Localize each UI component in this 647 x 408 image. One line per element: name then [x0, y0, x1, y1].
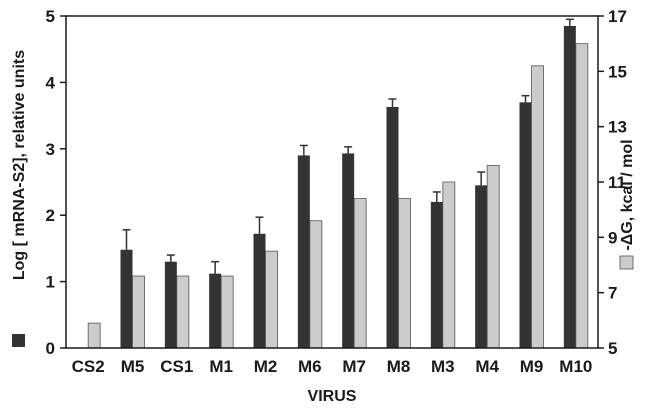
bar-dark-M1: [209, 273, 222, 348]
y-tick-label: 5: [46, 7, 55, 26]
plot-frame: [65, 15, 599, 349]
y-legend-swatch: [12, 334, 25, 347]
x-tick-label-M4: M4: [475, 357, 499, 376]
x-tick-label-M1: M1: [209, 357, 233, 376]
x-tick-label-M5: M5: [121, 357, 145, 376]
y2-tick-label: 17: [608, 7, 627, 26]
axes-layer: [60, 15, 604, 349]
y2-tick-label: 5: [608, 339, 617, 358]
bar-dark-M9: [519, 102, 532, 348]
bar-light-CS1: [176, 275, 190, 349]
bar-light-M2: [265, 250, 278, 349]
bar-dark-CS1: [164, 261, 177, 348]
x-tick-label-M2: M2: [254, 357, 278, 376]
y2-tick-label: 13: [608, 118, 627, 137]
y-tick-label: 4: [46, 73, 56, 92]
bar-light-M1: [220, 275, 234, 349]
bar-dark-M10: [563, 25, 576, 349]
bar-light-M4: [486, 164, 500, 349]
y-tick-label: 3: [46, 140, 55, 159]
bar-light-M8: [398, 198, 411, 349]
bar-light-M9: [531, 65, 544, 349]
x-tick-label-M10: M10: [559, 357, 592, 376]
bar-dark-M8: [386, 106, 399, 348]
y-tick-label: 2: [46, 206, 55, 225]
y-tick-label: 1: [46, 273, 55, 292]
x-tick-label-CS2: CS2: [72, 357, 105, 376]
y2-tick-label: 11: [608, 173, 626, 192]
bar-light-M3: [442, 181, 456, 349]
y2-legend-swatch: [619, 255, 634, 270]
x-tick-label-M6: M6: [298, 357, 322, 376]
bar-dark-M5: [120, 249, 133, 348]
x-tick-label-CS1: CS1: [160, 357, 193, 376]
bars-layer: [87, 18, 589, 349]
bar-dark-M7: [342, 153, 355, 348]
bar-light-M10: [575, 43, 589, 349]
y2-tick-label: 7: [608, 284, 617, 303]
bar-dark-M2: [253, 233, 266, 348]
y2-axis-title: -ΔG, kcal / mol: [619, 139, 636, 250]
bar-dark-M6: [297, 155, 310, 348]
y2-tick-label: 9: [608, 228, 617, 247]
x-tick-label-M8: M8: [387, 357, 411, 376]
bar-light-M5: [132, 275, 145, 349]
labels-layer: VIRUS Log [ mRNA-S2], relative units -ΔG…: [11, 7, 636, 405]
x-tick-label-M3: M3: [431, 357, 455, 376]
x-tick-label-M9: M9: [520, 357, 544, 376]
x-tick-label-M7: M7: [342, 357, 366, 376]
bar-dark-M4: [475, 185, 488, 348]
bar-light-M7: [353, 198, 367, 349]
y2-tick-label: 15: [608, 62, 627, 81]
bar-light-M6: [309, 220, 323, 349]
bar-light-CS2: [87, 322, 101, 349]
y-axis-title: Log [ mRNA-S2], relative units: [11, 50, 28, 280]
y-tick-label: 0: [46, 339, 55, 358]
bar-dark-M3: [430, 201, 443, 348]
x-axis-title: VIRUS: [308, 388, 357, 405]
